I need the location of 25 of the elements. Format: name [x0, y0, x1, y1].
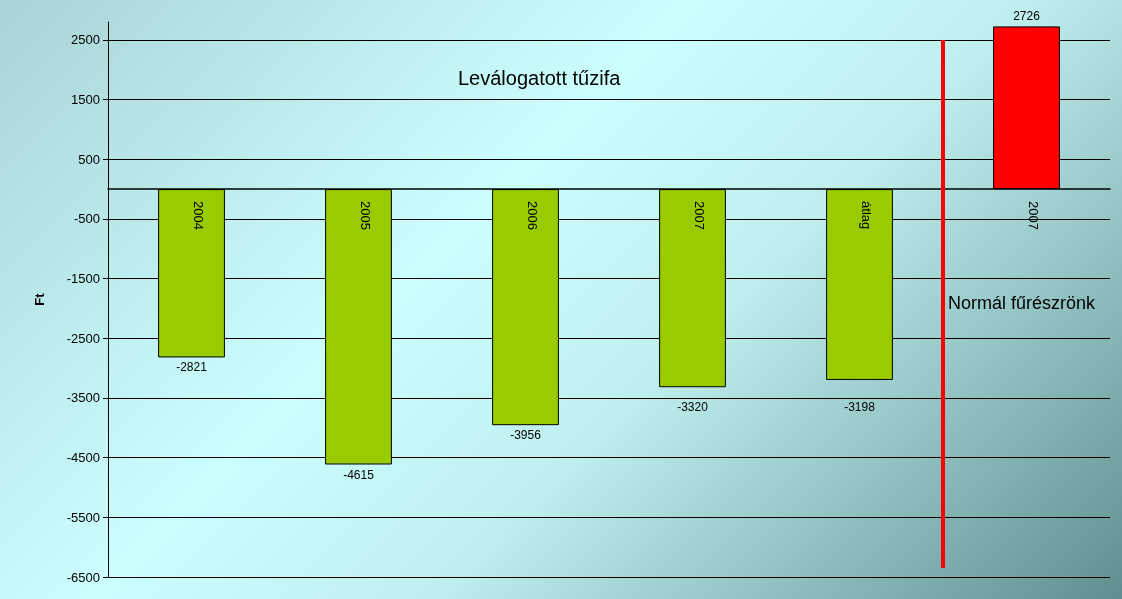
x-tick-label: 2007 — [692, 201, 707, 231]
x-tick-label: 2007 — [1026, 201, 1041, 231]
x-tick-label: 2006 — [525, 201, 540, 231]
data-label: 2726 — [1013, 9, 1041, 24]
y-tick-label: -1500 — [66, 271, 100, 287]
x-tick-label: 2005 — [358, 201, 373, 231]
annotation: Normál fűrészrönk — [948, 293, 1097, 313]
y-axis-title: Ft — [32, 292, 47, 306]
data-label: -3198 — [844, 399, 876, 414]
y-tick-label: -6500 — [66, 569, 100, 585]
x-tick-label: 2004 — [191, 201, 206, 231]
data-label: -2821 — [176, 360, 208, 375]
data-label: -3320 — [677, 399, 709, 414]
data-label: -4615 — [343, 467, 375, 482]
y-tick-label: -500 — [73, 211, 100, 227]
y-tick-label: -3500 — [66, 390, 100, 406]
y-tick-label: 1500 — [71, 92, 100, 108]
x-tick-label: átlag — [859, 201, 874, 230]
y-tick-label: -4500 — [66, 450, 100, 466]
y-tick-label: -2500 — [66, 330, 100, 346]
annotation: Leválogatott tűzifa — [458, 67, 622, 89]
y-tick-label: -5500 — [66, 509, 100, 525]
data-label: -3956 — [510, 428, 542, 443]
y-tick-label: 2500 — [71, 32, 100, 48]
y-tick-label: 500 — [78, 151, 100, 167]
